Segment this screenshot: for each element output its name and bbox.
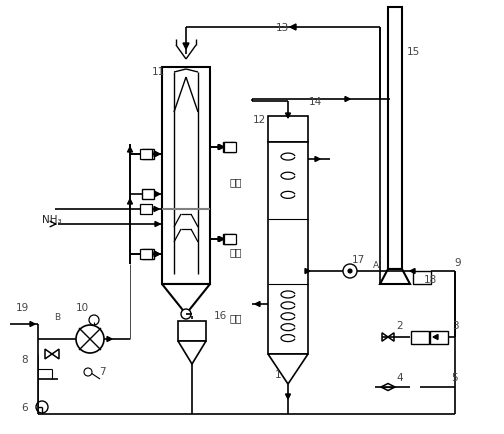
- Text: 脱气: 脱气: [230, 247, 242, 256]
- Text: 5: 5: [452, 372, 458, 382]
- Polygon shape: [154, 207, 159, 212]
- Text: 加热: 加热: [230, 177, 242, 187]
- Polygon shape: [162, 284, 210, 314]
- Text: 7: 7: [99, 366, 105, 376]
- Polygon shape: [410, 269, 415, 274]
- Polygon shape: [128, 200, 133, 204]
- Text: 3: 3: [452, 320, 458, 330]
- Bar: [223, 234, 235, 244]
- Text: 13: 13: [275, 23, 289, 33]
- Polygon shape: [218, 145, 223, 150]
- Bar: [224, 234, 236, 244]
- Polygon shape: [268, 354, 308, 384]
- Text: B: B: [54, 313, 60, 322]
- Polygon shape: [315, 157, 320, 162]
- Text: 8: 8: [22, 354, 28, 364]
- Polygon shape: [45, 349, 59, 359]
- Polygon shape: [345, 97, 350, 102]
- Polygon shape: [219, 145, 224, 150]
- Circle shape: [348, 270, 352, 273]
- Bar: [388, 8, 402, 270]
- Polygon shape: [381, 384, 395, 391]
- Polygon shape: [154, 152, 159, 157]
- Bar: [142, 150, 154, 160]
- Text: A: A: [373, 260, 379, 269]
- Circle shape: [181, 309, 191, 319]
- Polygon shape: [107, 337, 112, 342]
- Bar: [142, 190, 154, 200]
- Polygon shape: [155, 152, 160, 157]
- Text: 10: 10: [76, 302, 89, 312]
- Text: 9: 9: [455, 257, 461, 267]
- Polygon shape: [219, 237, 224, 242]
- Bar: [268, 117, 308, 143]
- Polygon shape: [380, 270, 410, 284]
- Polygon shape: [155, 252, 160, 257]
- Bar: [178, 321, 206, 341]
- Text: 11: 11: [151, 67, 165, 77]
- Bar: [268, 143, 308, 354]
- Polygon shape: [183, 44, 189, 50]
- Text: 12: 12: [253, 115, 266, 125]
- Polygon shape: [128, 148, 133, 153]
- Bar: [413, 271, 431, 284]
- Text: 2: 2: [397, 320, 403, 330]
- Text: 1: 1: [275, 369, 281, 379]
- Bar: [411, 331, 429, 344]
- Polygon shape: [154, 252, 159, 257]
- Circle shape: [36, 401, 48, 413]
- Text: 15: 15: [406, 47, 420, 57]
- Bar: [140, 204, 152, 214]
- Polygon shape: [155, 222, 160, 227]
- Text: 16: 16: [213, 310, 227, 320]
- Bar: [140, 250, 152, 260]
- Polygon shape: [433, 335, 438, 340]
- Bar: [430, 331, 448, 344]
- Text: 18: 18: [423, 274, 436, 284]
- Polygon shape: [285, 114, 290, 119]
- Bar: [224, 143, 236, 153]
- Polygon shape: [155, 192, 160, 197]
- Circle shape: [76, 325, 104, 353]
- Bar: [140, 150, 152, 160]
- Polygon shape: [382, 333, 394, 342]
- Polygon shape: [178, 341, 206, 364]
- Text: 19: 19: [16, 302, 29, 312]
- Bar: [142, 250, 154, 260]
- Text: NH₃: NH₃: [42, 214, 61, 224]
- Polygon shape: [218, 237, 223, 242]
- Text: 6: 6: [22, 402, 28, 412]
- Polygon shape: [290, 25, 296, 31]
- Polygon shape: [30, 322, 35, 327]
- Polygon shape: [255, 302, 260, 307]
- Bar: [162, 68, 210, 284]
- Text: 17: 17: [351, 254, 364, 264]
- Polygon shape: [305, 269, 310, 274]
- Polygon shape: [285, 394, 290, 399]
- Circle shape: [89, 315, 99, 325]
- Text: 冷却: 冷却: [230, 312, 242, 322]
- Circle shape: [84, 368, 92, 376]
- Bar: [223, 143, 235, 153]
- Circle shape: [343, 264, 357, 278]
- Text: 14: 14: [308, 97, 322, 107]
- Text: 4: 4: [397, 372, 403, 382]
